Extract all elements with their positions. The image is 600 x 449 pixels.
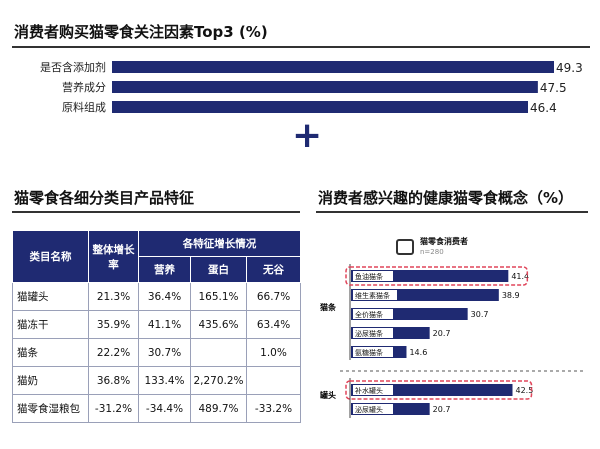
bar-category-label: 泌尿猫条: [355, 329, 383, 338]
row-grain-free: 66.7%: [245, 282, 302, 311]
header-feature-protein: 蛋白: [190, 256, 247, 283]
bar-value-label: 47.5: [540, 81, 567, 95]
row-name: 猫零食湿粮包: [12, 394, 89, 423]
table-row: 猫奶 36.8% 133.4% 2,270.2%: [12, 366, 302, 395]
header-feature-grain-free: 无谷: [245, 256, 302, 283]
row-overall: 36.8%: [88, 366, 139, 395]
row-grain-free: -33.2%: [245, 394, 302, 423]
bar-value-label: 38.9: [502, 291, 520, 300]
row-grain-free: [245, 366, 302, 395]
table-row: 猫罐头 21.3% 36.4% 165.1% 66.7%: [12, 282, 302, 311]
highlight-frame: [345, 380, 533, 400]
bar-value-label: 20.7: [433, 405, 451, 414]
bar-category-label: 补水罐头: [355, 386, 383, 395]
row-nutrition: 36.4%: [138, 282, 191, 311]
row-protein: 435.6%: [190, 310, 247, 339]
bar-category-label: 是否含添加剂: [40, 60, 106, 74]
row-name: 猫条: [12, 338, 89, 367]
bar-value-label: 30.7: [471, 310, 489, 319]
bar-value-label: 41.4: [511, 272, 529, 281]
bar-category-label: 鱼油猫条: [355, 272, 383, 281]
row-nutrition: 30.7%: [138, 338, 191, 367]
header-feature-nutrition: 营养: [138, 256, 191, 283]
plus-icon: +: [292, 115, 323, 156]
bar: [112, 81, 538, 93]
header-overall-growth: 整体增长率: [88, 230, 139, 283]
header-category: 类目名称: [12, 230, 89, 283]
bar: [112, 61, 554, 73]
legend-label: 猫零食消费者: [420, 237, 468, 246]
cat-snack-icon: [396, 239, 414, 255]
top-title-underline: [12, 46, 590, 48]
row-protein: [190, 338, 247, 367]
bar-category-label: 维生素猫条: [355, 291, 390, 300]
bar-value-label: 20.7: [433, 329, 451, 338]
row-protein: 2,270.2%: [190, 366, 247, 395]
table-title-underline: [12, 211, 300, 213]
row-grain-free: 63.4%: [245, 310, 302, 339]
top-chart-title: 消费者购买猫零食关注因素Top3 (%): [14, 23, 268, 41]
row-overall: 35.9%: [88, 310, 139, 339]
row-protein: 165.1%: [190, 282, 247, 311]
row-nutrition: 133.4%: [138, 366, 191, 395]
table-section-title: 猫零食各细分类目产品特征: [14, 189, 195, 207]
bar-label-box: [353, 290, 397, 300]
table-row: 猫冻干 35.9% 41.1% 435.6% 63.4%: [12, 310, 302, 339]
row-overall: -31.2%: [88, 394, 139, 423]
row-overall: 22.2%: [88, 338, 139, 367]
highlight-frame: [345, 266, 529, 286]
row-nutrition: 41.1%: [138, 310, 191, 339]
bar-category-label: 泌尿罐头: [355, 405, 383, 414]
top-chart: 是否含添加剂 49.3 营养成分 47.5 原料组成 46.4: [40, 60, 583, 115]
bar-value-label: 14.6: [409, 348, 427, 357]
row-protein: 489.7%: [190, 394, 247, 423]
bar: [112, 101, 528, 113]
bar-label-box: [353, 385, 393, 395]
bar-label-box: [353, 404, 393, 414]
category-feature-table: 类目名称 整体增长率 各特征增长情况 营养 蛋白 无谷 猫罐头 21.3% 36…: [12, 230, 302, 423]
right-title-underline: [316, 211, 588, 213]
bar-value-label: 46.4: [530, 101, 557, 115]
bar-label-box: [353, 271, 393, 281]
bar-label-box: [353, 309, 393, 319]
row-name: 猫奶: [12, 366, 89, 395]
table-row: 猫零食湿粮包 -31.2% -34.4% 489.7% -33.2%: [12, 394, 302, 423]
group-label: 猫条: [319, 302, 337, 312]
row-grain-free: 1.0%: [245, 338, 302, 367]
row-overall: 21.3%: [88, 282, 139, 311]
bar-category-label: 营养成分: [62, 80, 106, 94]
bar-label-box: [353, 347, 393, 357]
table-row: 猫条 22.2% 30.7% 1.0%: [12, 338, 302, 367]
bar-value-label: 49.3: [556, 61, 583, 75]
group-label: 罐头: [319, 390, 336, 400]
right-section-title: 消费者感兴趣的健康猫零食概念（%）: [318, 189, 574, 207]
bar-label-box: [353, 328, 393, 338]
row-name: 猫罐头: [12, 282, 89, 311]
row-name: 猫冻干: [12, 310, 89, 339]
bar-category-label: 原料组成: [62, 100, 106, 114]
row-nutrition: -34.4%: [138, 394, 191, 423]
bar-value-label: 42.5: [516, 386, 534, 395]
legend-sub: n=280: [420, 248, 444, 256]
bar-category-label: 氨糖猫条: [355, 348, 383, 357]
bar-category-label: 全价猫条: [355, 310, 383, 319]
header-feature-group: 各特征增长情况: [137, 230, 302, 257]
